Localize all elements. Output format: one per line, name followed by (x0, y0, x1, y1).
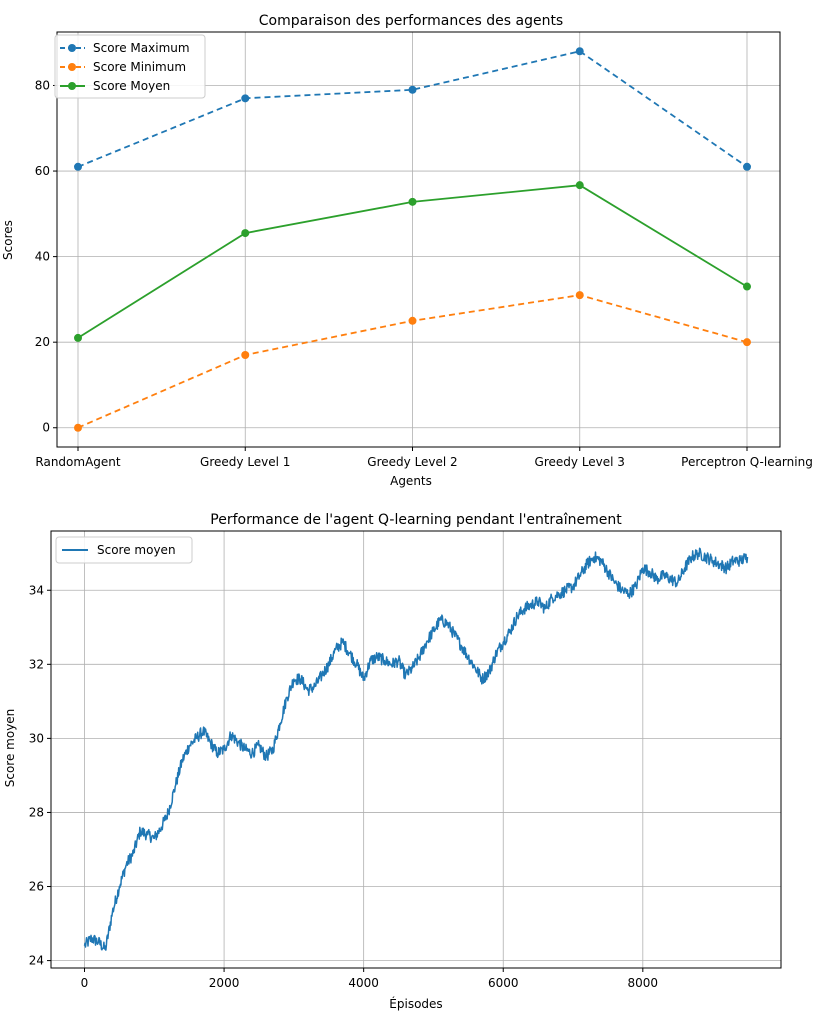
data-point-score-moyen (743, 282, 751, 291)
chart2-xtick-label: 2000 (209, 976, 240, 990)
data-point-score-minimum (241, 351, 250, 360)
chart1-xtick-label: Greedy Level 2 (367, 455, 457, 469)
data-point-score-minimum (74, 423, 82, 432)
chart2-title: Performance de l'agent Q-learning pendan… (210, 512, 622, 528)
chart1-xtick-label: Greedy Level 3 (535, 455, 625, 469)
data-point-score-maximum (575, 47, 584, 56)
chart1-ytick-label: 0 (42, 421, 50, 435)
legend-avg-marker (68, 82, 76, 90)
chart2-legend: Score moyen (55, 536, 193, 564)
legend-min-marker (68, 63, 76, 71)
chart2-ytick-label: 30 (29, 731, 44, 745)
data-point-score-moyen (408, 197, 417, 206)
data-point-score-maximum (241, 94, 250, 103)
chart1-xtick-label: Greedy Level 1 (200, 455, 290, 469)
chart1-title: Comparaison des performances des agents (259, 13, 563, 29)
data-point-score-moyen (241, 229, 250, 238)
data-point-score-maximum (408, 85, 417, 94)
chart1-plot-frame (56, 31, 781, 448)
chart1-xtick-label: Perceptron Q-learning (681, 455, 813, 469)
chart1-series (74, 47, 751, 432)
chart1-ytick-label: 40 (35, 250, 50, 264)
chart1-xlabel: Agents (390, 474, 432, 488)
data-point-score-moyen (74, 333, 82, 342)
legend-max-marker (68, 44, 76, 52)
chart1-ytick-label: 20 (35, 335, 50, 349)
chart1-ticks: RandomAgent Greedy Level 1 Greedy Level 2 G… (35, 78, 813, 469)
chart2-xtick-label: 8000 (628, 976, 659, 990)
chart1-ylabel: Scores (1, 220, 15, 260)
chart1-legend: Score Maximum Score Minimum Score Moyen (54, 34, 206, 99)
chart2-ytick-label: 28 (29, 805, 44, 819)
chart1-ytick-label: 80 (35, 78, 50, 92)
data-point-score-minimum (743, 338, 751, 347)
chart2-series (83, 547, 749, 951)
chart1-xtick-label: RandomAgent (35, 455, 120, 469)
chart-agent-comparison: Comparaison des performances des agents … (1, 13, 813, 488)
chart2-ytick-label: 24 (29, 954, 44, 968)
chart2-ylabel: Score moyen (3, 709, 17, 788)
chart-qlearning-training: Performance de l'agent Q-learning pendan… (3, 512, 782, 1011)
data-point-score-moyen (575, 181, 584, 190)
chart2-ytick-label: 34 (29, 583, 44, 597)
chart2-ytick-label: 26 (29, 880, 44, 894)
chart2-xtick-label: 6000 (488, 976, 519, 990)
chart1-ytick-label: 60 (35, 164, 50, 178)
chart2-xtick-label: 0 (81, 976, 89, 990)
chart2-xlabel: Épisodes (389, 996, 442, 1011)
legend-min-label: Score Minimum (93, 60, 186, 74)
data-point-score-maximum (74, 162, 82, 171)
legend-score-moyen-label: Score moyen (97, 543, 176, 557)
data-point-score-minimum (575, 291, 584, 300)
chart1-legend-box (54, 34, 206, 99)
chart2-legend-box (55, 536, 193, 564)
series-line-score-maximum (77, 50, 748, 168)
legend-max-label: Score Maximum (93, 41, 190, 55)
chart2-ticks: 0 2000 4000 6000 8000 24 26 28 30 32 34 (29, 583, 658, 990)
chart2-plot-frame (50, 530, 782, 969)
chart2-grid (51, 531, 781, 968)
chart2-ytick-label: 32 (29, 657, 44, 671)
data-point-score-minimum (408, 316, 417, 325)
chart2-xtick-label: 4000 (348, 976, 379, 990)
legend-avg-label: Score Moyen (93, 79, 170, 93)
data-point-score-maximum (743, 162, 751, 171)
series-line-score-moyen (83, 547, 749, 951)
